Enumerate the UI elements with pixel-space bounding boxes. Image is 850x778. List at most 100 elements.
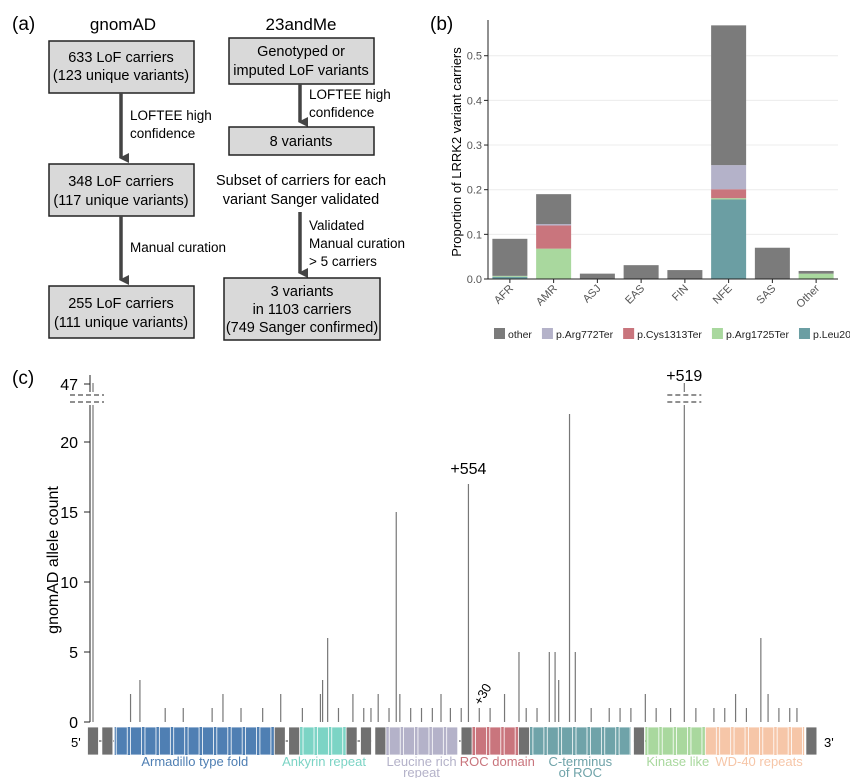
exon-block xyxy=(87,726,99,756)
exon-block xyxy=(216,726,229,756)
gnomad-step-1-line-1: LOFTEE high xyxy=(130,108,212,123)
panel-b-y-tick-label: 0.2 xyxy=(467,185,482,197)
bar-nfe-p-arg1725ter xyxy=(711,198,747,200)
andme-note-line-2: variant Sanger validated xyxy=(223,192,379,208)
domain-label: Leucine rich xyxy=(386,754,456,769)
exon-block xyxy=(518,726,530,756)
panel-c-y-tick-label: 0 xyxy=(69,715,78,732)
bar-nfe-p-arg772ter xyxy=(711,165,747,190)
exon-block xyxy=(130,726,143,756)
andme-box-1-line-1: Genotyped or xyxy=(257,44,345,60)
gnomad-box-2-line-1: 348 LoF carriers xyxy=(68,174,174,190)
exon-block xyxy=(173,726,186,756)
bar-eas-other xyxy=(623,265,659,279)
exon-block xyxy=(144,726,157,756)
panel-c-top-tick-label: 47 xyxy=(60,377,78,394)
exon-block xyxy=(460,726,473,756)
gnomad-box-3 xyxy=(48,285,195,339)
legend-swatch xyxy=(541,328,553,339)
five-prime-label: 5' xyxy=(71,735,81,750)
andme-step-1-line-1: LOFTEE high xyxy=(309,87,391,102)
andme-box-2-line-1: 8 variants xyxy=(270,134,333,150)
exon-block xyxy=(748,726,760,756)
legend-swatch xyxy=(623,328,635,339)
andme-step-2-line-1: Validated xyxy=(309,218,364,233)
exon-block xyxy=(489,726,502,756)
legend-label: p.Leu2063Ter xyxy=(813,329,850,341)
domain-label: ROC domain xyxy=(460,754,535,769)
exon-block xyxy=(503,726,516,756)
exon-block xyxy=(360,726,372,756)
panel-b-y-tick-label: 0.5 xyxy=(467,51,482,63)
annotation-label: +30 xyxy=(470,681,494,708)
bar-other-other xyxy=(798,270,834,274)
exon-block xyxy=(302,726,315,756)
bar-afr-p-arg1725ter xyxy=(492,275,528,277)
panel-b-x-ticks: AFR AMR ASJ EAS FIN NFE SAS Other xyxy=(492,279,822,311)
exon-block xyxy=(575,726,588,756)
exon-block xyxy=(446,726,459,756)
panel-c-y-tick-label: 10 xyxy=(60,575,78,592)
three-prime-label: 3' xyxy=(824,735,834,750)
exon-block xyxy=(417,726,430,756)
panel-b-y-ticks: 0.0 0.1 0.2 0.3 0.4 0.5 xyxy=(467,51,488,286)
panel-b-bars xyxy=(492,25,834,279)
legend-swatch xyxy=(798,328,810,339)
bar-afr-other xyxy=(492,238,528,276)
andme-step-2-line-3: > 5 carriers xyxy=(309,254,377,269)
bar-other-p-arg1725ter xyxy=(798,273,834,279)
panel-b: (b) Proportion of LRRK2 variant carriers… xyxy=(430,14,850,341)
exon-block xyxy=(431,726,444,756)
exon-block xyxy=(259,726,272,756)
exon-block xyxy=(618,726,631,756)
exon-block xyxy=(403,726,415,756)
panel-b-x-tick-label: ASJ xyxy=(581,283,604,306)
panel-c-y-tick-label: 20 xyxy=(60,435,78,452)
legend-swatch xyxy=(494,328,505,339)
andme-box-1-line-2: imputed LoF variants xyxy=(233,63,368,79)
panel-c-annotations: +554 +519 +30 xyxy=(450,368,702,708)
panel-b-label: (b) xyxy=(430,14,453,35)
exon-block xyxy=(791,726,803,756)
exon-block xyxy=(733,726,746,756)
exon-block xyxy=(374,726,387,756)
domain-label: Armadillo type fold xyxy=(141,754,248,769)
bar-fin-other xyxy=(667,270,703,279)
legend-swatch xyxy=(711,328,723,339)
gnomad-box-1-line-2: (123 unique variants) xyxy=(53,68,189,84)
exon-block xyxy=(475,726,487,756)
exon-block xyxy=(704,726,717,756)
exon-block xyxy=(589,726,602,756)
gnomad-step-1-line-2: confidence xyxy=(130,126,195,141)
panel-b-y-tick-label: 0.4 xyxy=(467,95,482,107)
panel-b-x-tick-label: SAS xyxy=(754,283,778,307)
panel-b-y-tick-label: 0.3 xyxy=(467,140,482,152)
bar-afr-p-leu2063ter xyxy=(492,276,528,279)
andme-box-3-line-3: (749 Sanger confirmed) xyxy=(226,320,378,336)
domain-label: C-terminus xyxy=(549,754,613,769)
exon-block xyxy=(202,726,214,756)
bar-amr-p-arg772ter xyxy=(536,224,572,226)
panel-c-y-tick-label: 15 xyxy=(60,505,78,522)
exon-block xyxy=(661,726,674,756)
exon-block xyxy=(532,726,545,756)
bar-nfe-p-leu2063ter xyxy=(711,199,747,279)
panel-b-x-tick-label: AMR xyxy=(534,283,560,309)
gnomad-box-1 xyxy=(48,40,195,94)
panel-b-y-axis-label: Proportion of LRRK2 variant carriers xyxy=(449,47,464,257)
exon-block xyxy=(345,726,358,756)
panel-a-label: (a) xyxy=(12,14,35,35)
domain-label: Ankyrin repeat xyxy=(282,754,366,769)
bar-amr-p-cys1313ter xyxy=(536,225,572,249)
domain-label: repeat xyxy=(403,765,440,778)
exon-block xyxy=(187,726,200,756)
andme-box-3-line-2: in 1103 carriers xyxy=(253,302,352,318)
panel-b-y-tick-label: 0.1 xyxy=(467,229,482,241)
andme-step-1-line-2: confidence xyxy=(309,105,374,120)
exon-block xyxy=(158,726,171,756)
andme-box-3-line-1: 3 variants xyxy=(271,284,334,300)
andme-header: 23andMe xyxy=(266,15,337,34)
exon-block xyxy=(633,726,645,756)
